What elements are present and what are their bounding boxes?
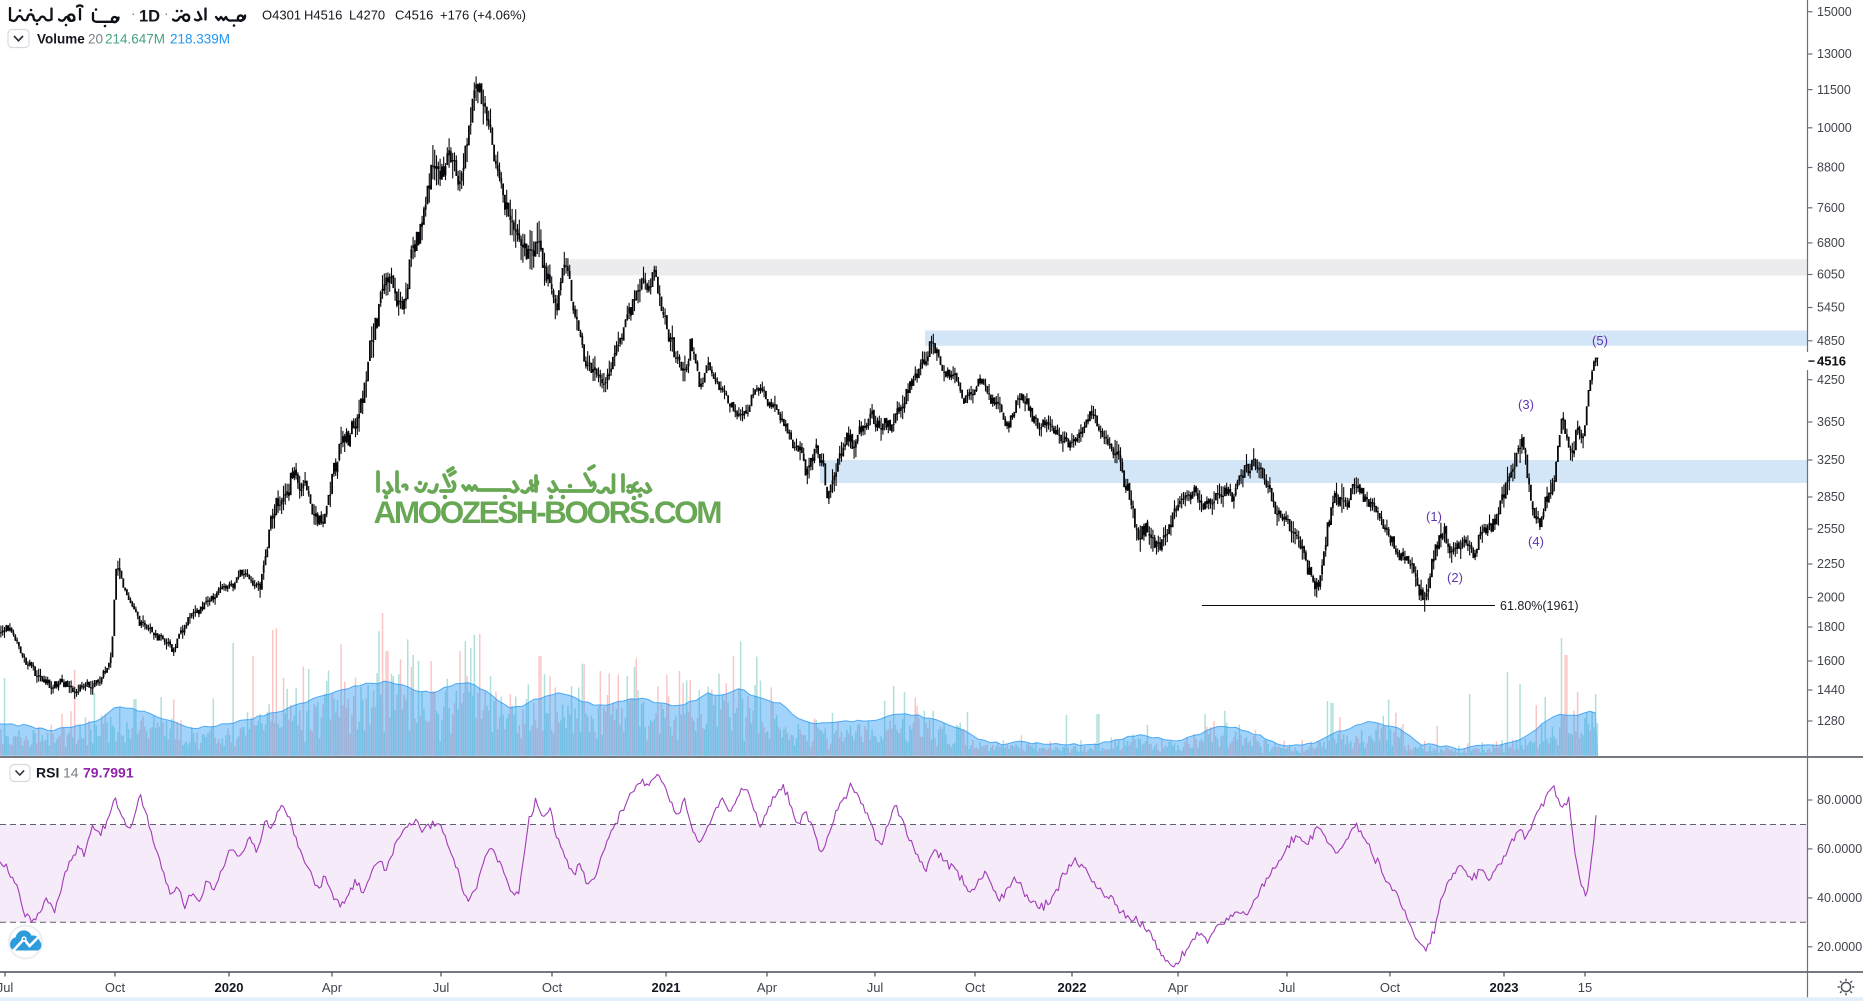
svg-text:1600: 1600 (1817, 654, 1845, 668)
svg-text:218.339M: 218.339M (170, 32, 230, 47)
svg-text:2000: 2000 (1817, 591, 1845, 605)
svg-text:Jul: Jul (433, 980, 450, 995)
svg-text:(5): (5) (1592, 333, 1608, 348)
svg-text:20.0000: 20.0000 (1817, 940, 1862, 954)
svg-text:3650: 3650 (1817, 415, 1845, 429)
svg-text:79.7991: 79.7991 (83, 765, 134, 781)
svg-text:1D: 1D (139, 8, 160, 26)
svg-text:11500: 11500 (1817, 83, 1851, 97)
svg-text:Apr: Apr (757, 980, 778, 995)
svg-text:6050: 6050 (1817, 268, 1845, 282)
svg-text:Oct: Oct (542, 980, 563, 995)
svg-text:2850: 2850 (1817, 490, 1845, 504)
svg-text:60.0000: 60.0000 (1817, 842, 1862, 856)
svg-text:Oct: Oct (965, 980, 986, 995)
svg-text:(4): (4) (1528, 534, 1544, 549)
svg-text:Jul: Jul (867, 980, 884, 995)
svg-text:L4270: L4270 (349, 8, 385, 23)
svg-text:4250: 4250 (1817, 373, 1845, 387)
svg-text:2020: 2020 (215, 980, 244, 995)
svg-text:Jul: Jul (0, 980, 13, 995)
svg-text:13000: 13000 (1817, 47, 1852, 61)
svg-text:20: 20 (88, 32, 103, 47)
svg-text:80.0000: 80.0000 (1817, 793, 1862, 807)
svg-text:40.0000: 40.0000 (1817, 891, 1862, 905)
svg-text:8800: 8800 (1817, 161, 1845, 175)
svg-text:AMOOZESH-BOORS.COM: AMOOZESH-BOORS.COM (374, 494, 723, 530)
svg-text:214.647M: 214.647M (105, 32, 165, 47)
svg-text:Jul: Jul (1279, 980, 1296, 995)
svg-text:Oct: Oct (105, 980, 126, 995)
svg-text:1280: 1280 (1817, 714, 1845, 728)
svg-text:Apr: Apr (1168, 980, 1189, 995)
svg-text:2023: 2023 (1490, 980, 1519, 995)
svg-text:+176 (+4.06%): +176 (+4.06%) (440, 8, 526, 23)
svg-text:RSI: RSI (36, 765, 59, 781)
svg-text:(3): (3) (1518, 397, 1534, 412)
svg-text:6800: 6800 (1817, 236, 1845, 250)
svg-text:·: · (164, 5, 169, 21)
svg-text:2550: 2550 (1817, 522, 1845, 536)
svg-text:(1): (1) (1426, 509, 1442, 524)
svg-text:(2): (2) (1447, 570, 1463, 585)
svg-text:4850: 4850 (1817, 334, 1845, 348)
svg-text:10000: 10000 (1817, 121, 1852, 135)
svg-text:7600: 7600 (1817, 201, 1845, 215)
svg-text:3250: 3250 (1817, 453, 1845, 467)
svg-text:Apr: Apr (322, 980, 343, 995)
svg-text:5450: 5450 (1817, 301, 1845, 315)
svg-text:Oct: Oct (1380, 980, 1401, 995)
svg-text:1440: 1440 (1817, 683, 1845, 697)
svg-text:1800: 1800 (1817, 620, 1845, 634)
svg-text:·: · (131, 5, 136, 21)
svg-text:2250: 2250 (1817, 557, 1845, 571)
svg-text:Volume: Volume (37, 32, 85, 47)
svg-text:15: 15 (1578, 980, 1592, 995)
svg-text:15000: 15000 (1817, 5, 1852, 19)
svg-text:H4516: H4516 (304, 8, 342, 23)
svg-text:14: 14 (63, 765, 79, 781)
svg-text:4516: 4516 (1817, 354, 1846, 369)
svg-text:61.80%(1961): 61.80%(1961) (1500, 599, 1579, 613)
svg-text:2021: 2021 (652, 980, 681, 995)
svg-text:O4301: O4301 (262, 8, 301, 23)
svg-text:2022: 2022 (1058, 980, 1087, 995)
svg-text:C4516: C4516 (395, 8, 433, 23)
